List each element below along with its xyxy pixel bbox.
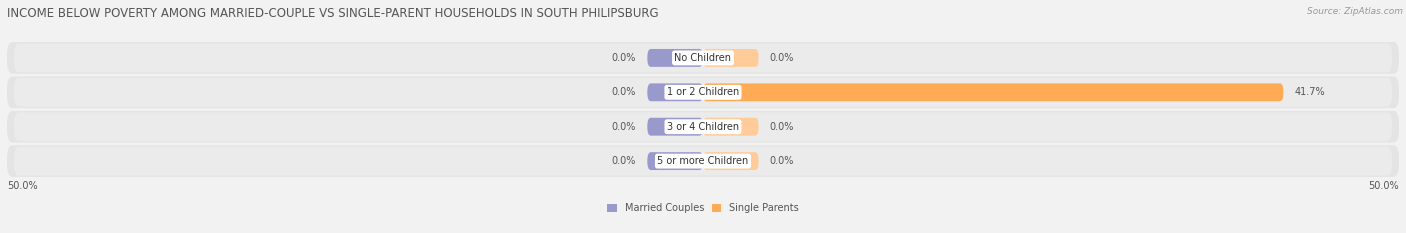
FancyBboxPatch shape <box>647 49 703 67</box>
FancyBboxPatch shape <box>647 152 703 170</box>
FancyBboxPatch shape <box>7 42 1399 74</box>
Text: No Children: No Children <box>675 53 731 63</box>
Text: 5 or more Children: 5 or more Children <box>658 156 748 166</box>
FancyBboxPatch shape <box>647 83 703 101</box>
FancyBboxPatch shape <box>647 118 703 136</box>
Text: 0.0%: 0.0% <box>770 122 794 132</box>
FancyBboxPatch shape <box>14 112 1392 141</box>
Text: 0.0%: 0.0% <box>612 122 636 132</box>
Text: 41.7%: 41.7% <box>1295 87 1326 97</box>
FancyBboxPatch shape <box>703 49 759 67</box>
Text: 1 or 2 Children: 1 or 2 Children <box>666 87 740 97</box>
Text: 0.0%: 0.0% <box>770 156 794 166</box>
FancyBboxPatch shape <box>14 78 1392 107</box>
Text: 50.0%: 50.0% <box>1368 181 1399 191</box>
FancyBboxPatch shape <box>14 44 1392 72</box>
FancyBboxPatch shape <box>703 83 1284 101</box>
FancyBboxPatch shape <box>703 118 759 136</box>
FancyBboxPatch shape <box>703 152 759 170</box>
Text: 50.0%: 50.0% <box>7 181 38 191</box>
Text: 0.0%: 0.0% <box>612 87 636 97</box>
FancyBboxPatch shape <box>7 76 1399 108</box>
Text: 0.0%: 0.0% <box>770 53 794 63</box>
Legend: Married Couples, Single Parents: Married Couples, Single Parents <box>603 199 803 217</box>
FancyBboxPatch shape <box>7 111 1399 143</box>
Text: INCOME BELOW POVERTY AMONG MARRIED-COUPLE VS SINGLE-PARENT HOUSEHOLDS IN SOUTH P: INCOME BELOW POVERTY AMONG MARRIED-COUPL… <box>7 7 658 20</box>
FancyBboxPatch shape <box>14 147 1392 175</box>
Text: Source: ZipAtlas.com: Source: ZipAtlas.com <box>1308 7 1403 16</box>
Text: 0.0%: 0.0% <box>612 53 636 63</box>
Text: 0.0%: 0.0% <box>612 156 636 166</box>
FancyBboxPatch shape <box>7 145 1399 177</box>
Text: 3 or 4 Children: 3 or 4 Children <box>666 122 740 132</box>
